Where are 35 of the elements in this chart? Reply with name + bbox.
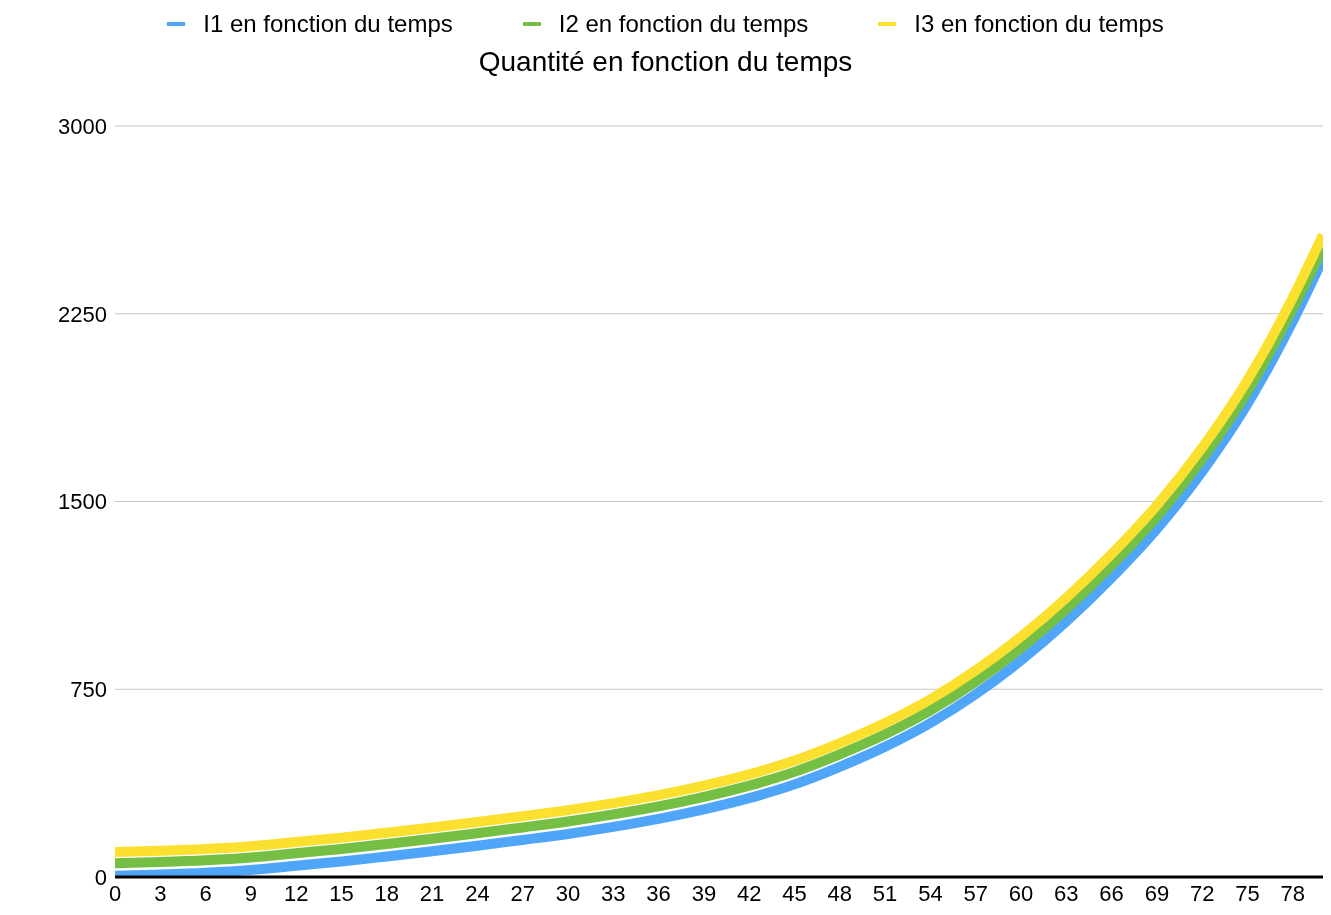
x-tick-label: 30 bbox=[555, 880, 581, 906]
x-tick-label: 39 bbox=[691, 880, 717, 906]
x-tick-label: 51 bbox=[872, 880, 898, 906]
y-tick-label: 1500 bbox=[58, 489, 107, 515]
x-tick-label: 3 bbox=[154, 880, 167, 906]
y-tick-label: 2250 bbox=[58, 301, 107, 327]
y-tick-label: 0 bbox=[94, 864, 107, 890]
x-tick-label: 6 bbox=[199, 880, 212, 906]
x-tick-label: 12 bbox=[283, 880, 309, 906]
y-tick-label: 750 bbox=[70, 677, 107, 703]
chart-title: Quantité en fonction du temps bbox=[477, 46, 854, 78]
x-tick-label: 15 bbox=[329, 880, 354, 906]
x-tick-label: 9 bbox=[244, 880, 258, 906]
legend-label: I3 en fonction du temps bbox=[914, 10, 1164, 38]
x-tick-label: 48 bbox=[827, 880, 853, 906]
x-tick-label: 63 bbox=[1054, 880, 1079, 906]
x-tick-label: 66 bbox=[1099, 880, 1124, 906]
x-tick-label: 72 bbox=[1189, 880, 1215, 906]
x-tick-label: 57 bbox=[963, 880, 988, 906]
x-tick-label: 18 bbox=[374, 880, 400, 906]
x-tick-label: 42 bbox=[736, 880, 762, 906]
x-tick-label: 36 bbox=[646, 880, 671, 906]
x-tick-label: 75 bbox=[1235, 880, 1260, 906]
y-tick-label: 3000 bbox=[58, 113, 107, 139]
legend-label: I2 en fonction du temps bbox=[558, 10, 809, 38]
x-tick-label: 45 bbox=[782, 880, 807, 906]
legend-label: I1 en fonction du temps bbox=[203, 10, 453, 38]
x-tick-label: 33 bbox=[601, 880, 626, 906]
x-tick-label: 27 bbox=[510, 880, 535, 906]
x-tick-label: 78 bbox=[1280, 880, 1306, 906]
x-tick-label: 21 bbox=[419, 880, 445, 906]
x-tick-label: 60 bbox=[1008, 880, 1034, 906]
x-tick-label: 69 bbox=[1144, 880, 1170, 906]
x-tick-label: 54 bbox=[918, 880, 943, 906]
x-tick-label: 24 bbox=[465, 880, 490, 906]
